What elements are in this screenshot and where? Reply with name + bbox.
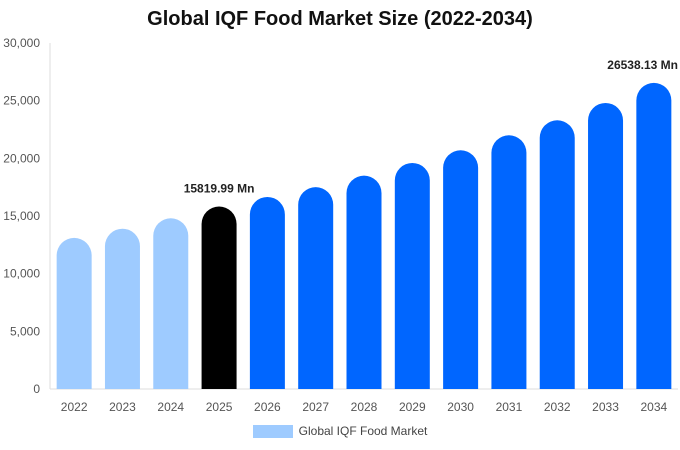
data-label: 26538.13 Mn bbox=[607, 58, 678, 72]
x-tick-label: 2028 bbox=[351, 400, 378, 414]
bar-2033[interactable] bbox=[588, 102, 624, 390]
bar-2028[interactable] bbox=[346, 175, 382, 389]
x-tick-label: 2022 bbox=[61, 400, 88, 414]
y-tick-label: 20,000 bbox=[3, 151, 40, 165]
bar-2025[interactable] bbox=[201, 206, 237, 389]
x-tick-label: 2031 bbox=[496, 400, 523, 414]
x-tick-label: 2033 bbox=[592, 400, 619, 414]
chart-title: Global IQF Food Market Size (2022-2034) bbox=[147, 8, 533, 30]
y-tick-label: 10,000 bbox=[3, 267, 40, 281]
legend-swatch bbox=[252, 424, 293, 438]
y-tick-label: 15,000 bbox=[3, 209, 40, 223]
x-tick-label: 2027 bbox=[302, 400, 329, 414]
x-tick-label: 2025 bbox=[206, 400, 233, 414]
x-tick-label: 2030 bbox=[447, 400, 474, 414]
x-tick-label: 2034 bbox=[640, 400, 667, 414]
bar-2024[interactable] bbox=[153, 218, 189, 389]
legend-label: Global IQF Food Market bbox=[298, 424, 428, 438]
y-tick-label: 5,000 bbox=[10, 324, 40, 338]
bar-2031[interactable] bbox=[491, 135, 527, 389]
bar-2034[interactable] bbox=[636, 82, 672, 389]
x-tick-label: 2024 bbox=[157, 400, 184, 414]
x-tick-label: 2026 bbox=[254, 400, 281, 414]
data-label: 15819.99 Mn bbox=[184, 182, 255, 196]
legend[interactable]: Global IQF Food Market bbox=[0, 424, 680, 438]
y-tick-label: 25,000 bbox=[3, 94, 40, 108]
y-tick-label: 0 bbox=[33, 382, 40, 396]
bar-2023[interactable] bbox=[104, 228, 140, 389]
x-tick-label: 2023 bbox=[109, 400, 136, 414]
bar-2027[interactable] bbox=[298, 187, 334, 389]
bar-2026[interactable] bbox=[249, 196, 285, 389]
x-tick-label: 2032 bbox=[544, 400, 571, 414]
y-tick-label: 30,000 bbox=[3, 36, 40, 50]
bar-2032[interactable] bbox=[539, 120, 575, 390]
bar-2029[interactable] bbox=[394, 162, 430, 389]
x-tick-label: 2029 bbox=[399, 400, 426, 414]
bar-2030[interactable] bbox=[443, 150, 479, 389]
bar-2022[interactable] bbox=[56, 237, 92, 389]
